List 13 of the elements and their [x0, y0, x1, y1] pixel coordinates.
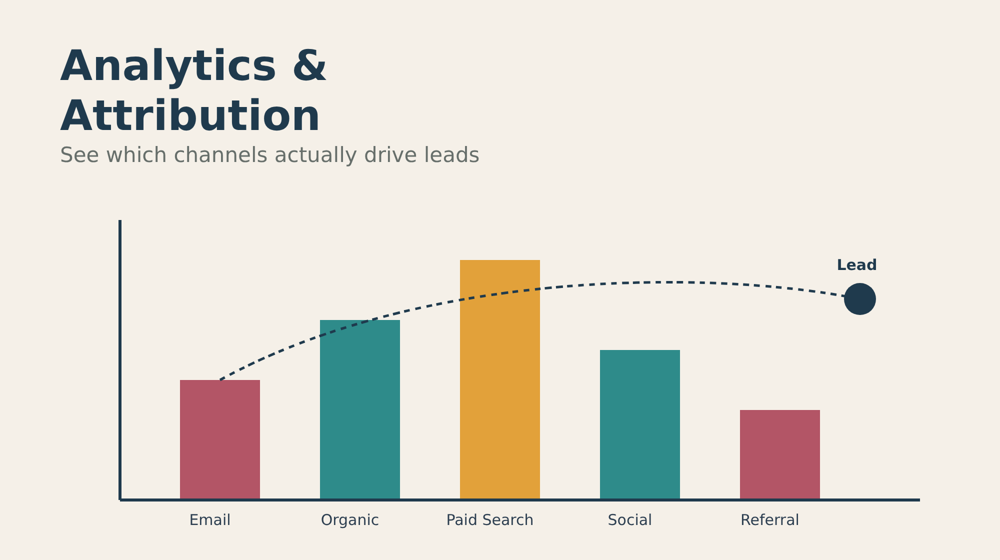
bar	[600, 350, 680, 500]
x-tick-label: Email	[189, 511, 231, 529]
x-tick-label: Social	[608, 511, 652, 529]
bar	[180, 380, 260, 500]
annotation: Lead	[836, 256, 878, 274]
bar	[320, 320, 400, 500]
x-tick-label: Referral	[740, 511, 800, 529]
x-tick-label: Organic	[320, 511, 380, 529]
bar	[740, 410, 820, 500]
chart-subtitle: See which channels actually drive leads	[60, 143, 480, 167]
chart-title: Analytics & Attribution	[60, 41, 328, 140]
bar	[460, 260, 540, 500]
x-tick-label: Paid Search	[446, 511, 534, 529]
